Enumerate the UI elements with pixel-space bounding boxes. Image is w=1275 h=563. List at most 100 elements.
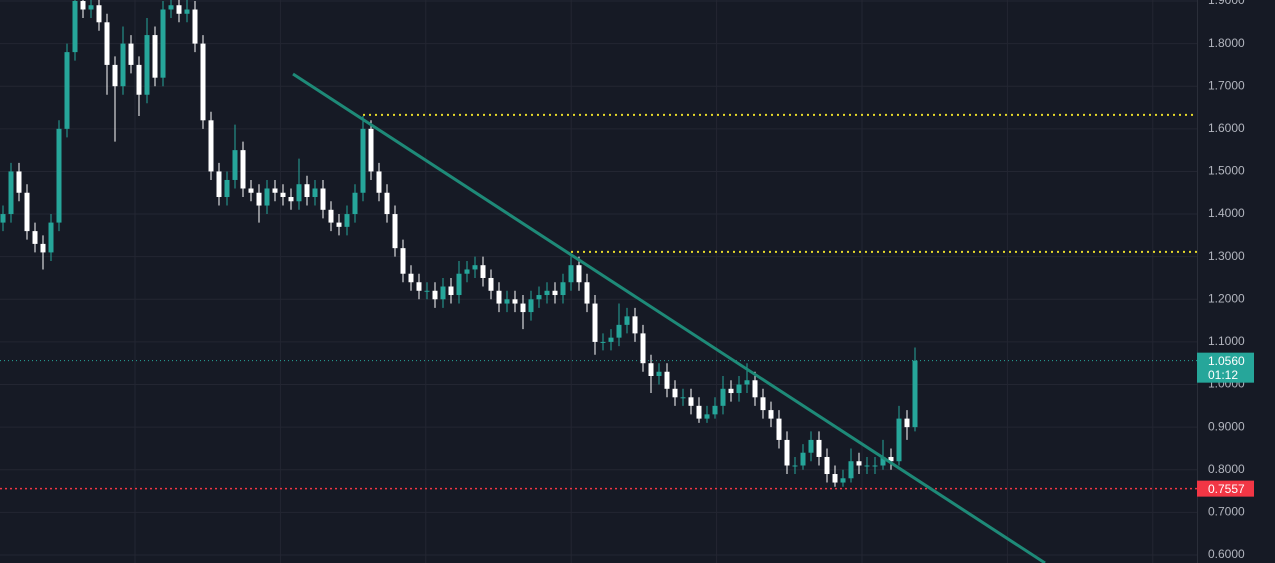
candle-body xyxy=(392,214,398,249)
candle-body xyxy=(864,465,870,467)
candle-body xyxy=(816,439,822,457)
candle-body xyxy=(640,333,646,364)
candle-body xyxy=(664,371,670,389)
candle-body xyxy=(848,461,854,479)
candle-body xyxy=(312,188,318,198)
candle-body xyxy=(728,388,734,394)
candle-body xyxy=(840,478,846,483)
y-tick-label: 1.1000 xyxy=(1208,334,1245,348)
candle-body xyxy=(272,188,278,193)
candle-body xyxy=(824,456,830,475)
y-tick-label: 1.4000 xyxy=(1208,206,1245,220)
candle-body xyxy=(72,0,78,53)
candle-body xyxy=(320,188,326,210)
price-axis: 1.9000 1.8000 1.7000 1.6000 1.5000 1.4000 1.30… xyxy=(1197,0,1254,561)
candle-body xyxy=(336,222,342,227)
candle-body xyxy=(304,184,310,198)
candle-body xyxy=(752,380,758,398)
countdown-label: 01:12 xyxy=(1208,368,1238,382)
y-tick-label: 0.9000 xyxy=(1208,419,1245,433)
last-price-label: 1.0560 xyxy=(1208,354,1245,368)
y-tick-label: 1.9000 xyxy=(1208,0,1245,7)
candle-body xyxy=(784,439,790,466)
candle-body xyxy=(608,337,614,342)
candle-body xyxy=(592,303,598,342)
y-tick-label: 1.7000 xyxy=(1208,78,1245,92)
candle-body xyxy=(704,414,710,419)
candle-body xyxy=(672,388,678,398)
y-tick-label: 1.3000 xyxy=(1208,249,1245,263)
candle-body xyxy=(576,265,582,283)
candle-body xyxy=(520,303,526,313)
candle-body xyxy=(904,418,910,428)
candle-body xyxy=(40,243,46,253)
candle-body xyxy=(696,405,702,419)
candle-body xyxy=(560,282,566,296)
candle-body xyxy=(16,171,22,193)
candle-body xyxy=(472,265,478,270)
candle-body xyxy=(144,35,150,95)
candle-body xyxy=(680,397,686,399)
candle-body xyxy=(512,299,518,304)
candle-body xyxy=(688,397,694,406)
candle-body xyxy=(376,171,382,193)
candle-body xyxy=(88,5,94,10)
candle-body xyxy=(888,456,894,462)
candle-body xyxy=(384,192,390,215)
candle-body xyxy=(288,197,294,202)
y-tick-label: 1.6000 xyxy=(1208,121,1245,135)
candle-body xyxy=(352,192,358,215)
candle-body xyxy=(0,214,6,223)
candle-body xyxy=(264,188,270,206)
candle-body xyxy=(528,299,534,313)
candle-body xyxy=(424,290,430,292)
grid xyxy=(0,0,1197,563)
plot-area xyxy=(0,0,1197,563)
support-price-box xyxy=(1197,480,1254,497)
candle-body xyxy=(624,316,630,325)
candle-body xyxy=(552,290,558,296)
candle-body xyxy=(776,418,782,440)
y-tick-label: 0.8000 xyxy=(1208,462,1245,476)
candle-body xyxy=(832,474,838,483)
candle-body xyxy=(400,248,406,274)
candle-body xyxy=(584,282,590,304)
candle-body xyxy=(216,171,222,198)
candle-body xyxy=(344,214,350,227)
candle-body xyxy=(600,341,606,343)
candle-body xyxy=(736,384,742,394)
trendline xyxy=(292,72,1046,563)
candle-body xyxy=(480,265,486,278)
candle-body xyxy=(568,265,574,283)
candle-body xyxy=(712,405,718,415)
candle-body xyxy=(544,290,550,296)
candle-body xyxy=(496,290,502,304)
candle-body xyxy=(56,128,62,223)
candle-body xyxy=(48,222,54,253)
y-tick-label: 1.5000 xyxy=(1208,164,1245,178)
y-tick-label: 1.8000 xyxy=(1208,36,1245,50)
candle-body xyxy=(128,43,134,65)
candle-body xyxy=(160,9,166,78)
candle-body xyxy=(768,410,774,419)
y-tick-label: 0.6000 xyxy=(1208,547,1245,561)
candle-body xyxy=(416,282,422,291)
candle-body xyxy=(632,316,638,334)
candle-body xyxy=(856,461,862,466)
candle-body xyxy=(296,184,302,202)
candle-body xyxy=(184,9,190,14)
candle-body xyxy=(808,439,814,453)
last-price-box xyxy=(1197,352,1254,383)
candle-body xyxy=(648,363,654,377)
candle-body xyxy=(80,0,86,10)
y-tick-label: 1.2000 xyxy=(1208,291,1245,305)
candle-body xyxy=(136,64,142,95)
candle-body xyxy=(872,465,878,467)
candle-body xyxy=(248,188,254,193)
candle-body xyxy=(360,128,366,193)
candle-body xyxy=(200,43,206,121)
candle-body xyxy=(536,295,542,300)
candle-body xyxy=(800,452,806,466)
